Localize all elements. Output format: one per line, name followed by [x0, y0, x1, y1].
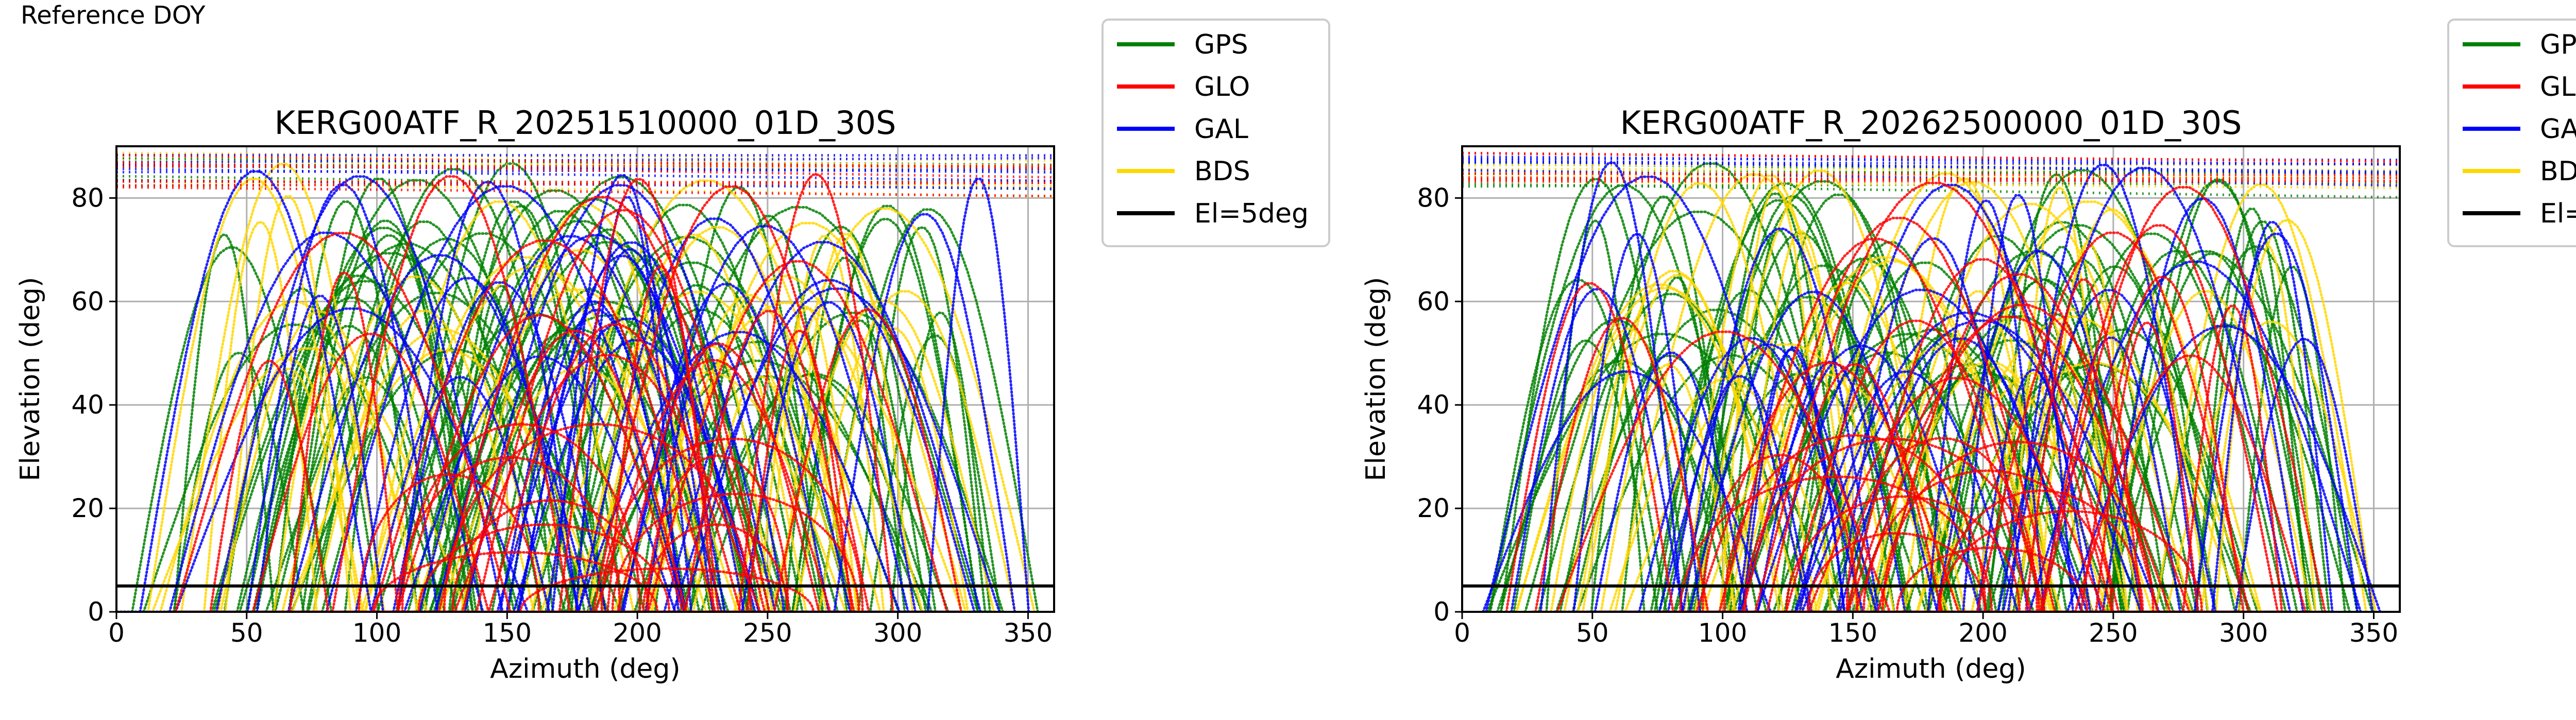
- legend: GPS GLO GAL BDS El=5deg: [1101, 19, 1330, 247]
- x-tick-label: 100: [1698, 618, 1747, 648]
- x-tick-label: 150: [483, 618, 532, 648]
- y-tick-label: 20: [71, 493, 104, 523]
- reference-doy-label: Reference DOY: [21, 1, 206, 30]
- x-tick-label: 350: [1004, 618, 1053, 648]
- legend-entry: BDS: [1194, 156, 1250, 187]
- x-tick-label: 250: [743, 618, 792, 648]
- x-tick-label: 300: [873, 618, 922, 648]
- chart-title: KERG00ATF_R_20262500000_01D_30S: [1620, 104, 2242, 142]
- track-group-glo: [116, 153, 1054, 612]
- x-axis-label: Azimuth (deg): [490, 654, 680, 684]
- x-tick-label: 0: [108, 618, 125, 648]
- y-axis-label: Elevation (deg): [1361, 277, 1392, 482]
- legend-entry: BDS: [2540, 156, 2576, 187]
- chart-panel-2: 0 50 100 150 200 250 300 350 0 20 40 60 80 KERG00ATF_…: [1361, 19, 2576, 684]
- x-tick-label: 300: [2219, 618, 2268, 648]
- y-axis-label: Elevation (deg): [15, 277, 46, 482]
- x-tick-label: 100: [352, 618, 401, 648]
- x-tick-label: 150: [1828, 618, 1877, 648]
- y-tick-label: 80: [1417, 183, 1450, 213]
- chart-panel-1: 0 50 100 150 200 250 300 350 0 20 40 60 80 KERG00ATF_…: [15, 19, 1330, 684]
- x-tick-label: 350: [2349, 618, 2398, 648]
- legend-box: [2447, 19, 2576, 247]
- legend: GPS GLO GAL BDS El=5deg: [2447, 19, 2576, 247]
- axes-frame: [115, 145, 1055, 613]
- legend-entry: El=5deg: [2540, 198, 2576, 229]
- legend-entry: GLO: [2540, 72, 2576, 102]
- legend-entry: GLO: [1194, 72, 1250, 102]
- legend-entry: GAL: [1194, 114, 1248, 145]
- x-tick-label: 200: [613, 618, 662, 648]
- satellite-tracks: [116, 151, 1054, 612]
- x-tick-label: 0: [1454, 618, 1470, 648]
- y-tick-label: 80: [71, 183, 104, 213]
- satellite-tracks: [1462, 151, 2400, 612]
- legend-entry: GAL: [2540, 114, 2576, 145]
- y-tick-label: 40: [71, 390, 104, 420]
- track-group-glo: [1462, 151, 2400, 612]
- legend-entry: GPS: [2540, 29, 2576, 60]
- x-tick-label: 50: [1576, 618, 1609, 648]
- x-axis-label: Azimuth (deg): [1836, 654, 2026, 684]
- chart-title: KERG00ATF_R_20251510000_01D_30S: [275, 104, 896, 142]
- y-tick-label: 60: [71, 286, 104, 316]
- x-tick-label: 50: [230, 618, 263, 648]
- y-tick-label: 20: [1417, 493, 1450, 523]
- y-tick-label: 60: [1417, 286, 1450, 316]
- axes-frame: [1461, 145, 2401, 613]
- y-tick-label: 0: [1433, 597, 1450, 627]
- legend-entry: El=5deg: [1194, 198, 1309, 229]
- x-tick-label: 200: [1958, 618, 2007, 648]
- legend-box: [1101, 19, 1330, 247]
- y-tick-label: 0: [88, 597, 104, 627]
- y-tick-label: 40: [1417, 390, 1450, 420]
- legend-entry: GPS: [1194, 29, 1248, 60]
- x-tick-label: 250: [2089, 618, 2138, 648]
